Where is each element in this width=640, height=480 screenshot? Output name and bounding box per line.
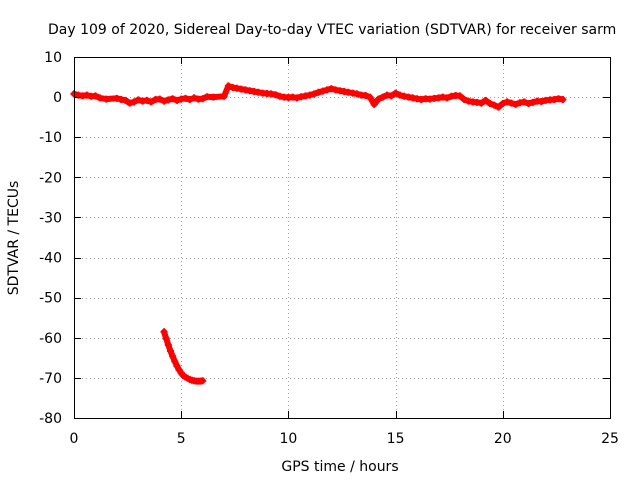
data-point bbox=[374, 95, 382, 103]
data-point bbox=[173, 96, 181, 104]
y-tick-label: -60 bbox=[39, 331, 62, 347]
data-point bbox=[272, 91, 280, 99]
data-point bbox=[490, 101, 498, 109]
data-points bbox=[70, 82, 567, 385]
data-point bbox=[181, 94, 189, 102]
axis-ticks bbox=[74, 57, 611, 419]
data-point bbox=[134, 96, 142, 104]
data-point bbox=[460, 96, 468, 104]
data-point bbox=[559, 96, 567, 104]
x-tick-label: 20 bbox=[494, 431, 512, 447]
data-point bbox=[503, 98, 511, 106]
y-tick-label: -70 bbox=[39, 371, 62, 387]
y-tick-label: -20 bbox=[39, 170, 62, 186]
x-tick-label: 5 bbox=[177, 431, 186, 447]
y-tick-label: 0 bbox=[53, 90, 62, 106]
data-point bbox=[162, 335, 170, 343]
data-point bbox=[512, 100, 520, 108]
data-point bbox=[126, 99, 134, 107]
data-point bbox=[83, 91, 91, 99]
y-axis-label: SDTVAR / TECUs bbox=[6, 181, 22, 296]
data-point bbox=[209, 93, 217, 101]
data-point bbox=[362, 92, 370, 100]
x-tick-label: 0 bbox=[70, 431, 79, 447]
data-point bbox=[525, 100, 533, 108]
x-tick-label: 10 bbox=[279, 431, 297, 447]
data-point bbox=[186, 96, 194, 104]
data-point bbox=[166, 347, 174, 355]
data-point bbox=[396, 91, 404, 99]
data-point bbox=[443, 94, 451, 102]
data-point bbox=[130, 98, 138, 106]
grid-lines bbox=[74, 57, 610, 418]
y-tick-label: -10 bbox=[39, 130, 62, 146]
data-point bbox=[169, 352, 177, 360]
data-point bbox=[353, 90, 361, 98]
data-point bbox=[520, 98, 528, 106]
data-point bbox=[164, 96, 172, 104]
data-point bbox=[327, 85, 335, 93]
data-point bbox=[160, 328, 168, 336]
data-point bbox=[366, 93, 374, 101]
data-point bbox=[392, 89, 400, 97]
data-point bbox=[477, 99, 485, 107]
data-point bbox=[113, 94, 121, 102]
chart-title: Day 109 of 2020, Sidereal Day-to-day VTE… bbox=[48, 22, 616, 38]
data-point bbox=[537, 98, 545, 106]
y-tick-label: -40 bbox=[39, 251, 62, 267]
data-point bbox=[507, 99, 515, 107]
data-point bbox=[203, 93, 211, 101]
data-point bbox=[199, 95, 207, 103]
data-point bbox=[310, 90, 318, 98]
y-tick-label: 10 bbox=[44, 50, 62, 66]
data-point bbox=[160, 97, 168, 105]
data-point bbox=[224, 82, 232, 90]
data-point bbox=[169, 95, 177, 103]
data-point bbox=[173, 362, 181, 370]
series-low-arc bbox=[160, 328, 207, 385]
data-point bbox=[495, 103, 503, 111]
y-tick-label: -30 bbox=[39, 210, 62, 226]
data-point bbox=[199, 377, 207, 385]
data-point bbox=[486, 100, 494, 108]
data-point bbox=[370, 100, 378, 108]
y-tick-label: -50 bbox=[39, 291, 62, 307]
data-point bbox=[306, 91, 314, 99]
x-tick-label: 15 bbox=[387, 431, 405, 447]
data-point bbox=[190, 94, 198, 102]
data-point bbox=[102, 95, 110, 103]
data-point bbox=[314, 88, 322, 96]
data-point bbox=[323, 86, 331, 94]
data-point bbox=[529, 98, 537, 106]
data-point bbox=[171, 357, 179, 365]
data-point bbox=[220, 92, 228, 100]
plot-frame bbox=[74, 57, 611, 419]
data-point bbox=[121, 96, 129, 104]
data-point bbox=[499, 100, 507, 108]
data-point bbox=[96, 94, 104, 102]
data-point bbox=[164, 341, 172, 349]
tick-labels: 0 5 10 15 20 25 10 0 -10 -20 -30 -40 -50 -60 -70 -80 bbox=[39, 50, 619, 447]
series-main-band bbox=[70, 82, 567, 111]
y-tick-label: -80 bbox=[39, 411, 62, 427]
data-point bbox=[379, 93, 387, 101]
data-point bbox=[387, 92, 395, 100]
data-point bbox=[156, 95, 164, 103]
data-point bbox=[143, 96, 151, 104]
data-point bbox=[147, 98, 155, 106]
data-point bbox=[91, 92, 99, 100]
data-point bbox=[293, 94, 301, 102]
data-point bbox=[482, 96, 490, 104]
x-tick-label: 25 bbox=[601, 431, 619, 447]
data-point bbox=[319, 87, 327, 95]
data-point bbox=[456, 92, 464, 100]
x-axis-label: GPS time / hours bbox=[281, 459, 398, 475]
